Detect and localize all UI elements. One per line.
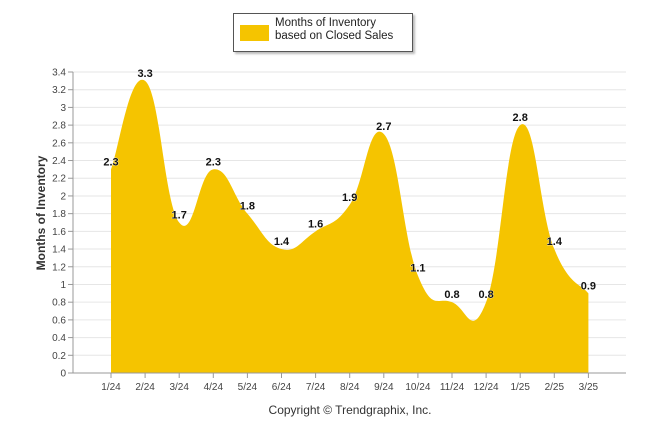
series-area xyxy=(111,79,589,373)
legend-label: Months of Inventory based on Closed Sale… xyxy=(275,17,394,42)
y-axis-ticks: 0 0.2 0.4 0.6 0.8 1 1.2 1.4 1.6 1.8 2 2.2 2.4 2.6 2.8 3… xyxy=(52,68,74,380)
data-label: 1.1 xyxy=(410,263,425,275)
legend: Months of Inventory based on Closed Sale… xyxy=(233,13,413,52)
data-label: 0.9 xyxy=(581,280,596,292)
y-tick-label: 2.8 xyxy=(52,121,66,132)
x-tick-label: 2/25 xyxy=(545,382,565,393)
data-label: 0.8 xyxy=(444,289,459,301)
y-tick-label: 1.2 xyxy=(52,262,66,273)
copyright-text: Copyright © Trendgraphix, Inc. xyxy=(268,403,432,417)
y-tick-label: 0.8 xyxy=(52,298,66,309)
y-tick-label: 3 xyxy=(60,103,66,114)
data-label: 1.4 xyxy=(547,236,563,248)
y-tick-label: 3.2 xyxy=(52,85,66,96)
x-tick-label: 2/24 xyxy=(135,382,155,393)
data-label: 1.7 xyxy=(172,210,187,222)
data-label: 3.3 xyxy=(137,68,152,80)
data-label: 0.8 xyxy=(478,289,493,301)
y-tick-label: 0.6 xyxy=(52,315,66,326)
y-tick-label: 3.4 xyxy=(52,68,66,79)
y-tick-label: 2.6 xyxy=(52,138,66,149)
data-label: 2.3 xyxy=(103,156,118,168)
data-labels: 2.3 3.3 1.7 2.3 1.8 1.4 1.6 1.9 2.7 1.1 0.8 0.8 2.8 1… xyxy=(103,68,596,302)
x-tick-label: 11/24 xyxy=(440,382,465,393)
x-tick-label: 4/24 xyxy=(204,382,224,393)
x-tick-label: 7/24 xyxy=(306,382,326,393)
x-tick-label: 3/24 xyxy=(169,382,189,393)
data-label: 2.7 xyxy=(376,121,391,133)
y-tick-label: 1.4 xyxy=(52,245,66,256)
y-tick-label: 2.2 xyxy=(52,174,66,185)
x-tick-label: 8/24 xyxy=(340,382,360,393)
data-label: 1.4 xyxy=(274,236,290,248)
y-tick-label: 0 xyxy=(60,369,66,380)
x-axis-ticks: 1/24 2/24 3/24 4/24 5/24 6/24 7/24 8/24 9/24 10/2… xyxy=(101,373,599,393)
y-tick-label: 2 xyxy=(60,191,66,202)
y-tick-label: 2.4 xyxy=(52,156,66,167)
x-tick-label: 6/24 xyxy=(272,382,292,393)
data-label: 2.3 xyxy=(206,156,221,168)
y-tick-label: 1.6 xyxy=(52,227,66,238)
x-tick-label: 12/24 xyxy=(474,382,499,393)
legend-swatch xyxy=(240,25,269,41)
y-axis-title: Months of Inventory xyxy=(34,155,48,271)
x-tick-label: 5/24 xyxy=(238,382,258,393)
y-tick-label: 0.2 xyxy=(52,351,66,362)
x-tick-label: 1/24 xyxy=(101,382,121,393)
y-tick-label: 1.8 xyxy=(52,209,66,220)
data-label: 1.8 xyxy=(240,201,255,213)
x-tick-label: 10/24 xyxy=(405,382,430,393)
data-label: 2.8 xyxy=(513,112,528,124)
x-tick-label: 9/24 xyxy=(374,382,394,393)
x-tick-label: 3/25 xyxy=(579,382,599,393)
data-label: 1.6 xyxy=(308,218,323,230)
y-tick-label: 1 xyxy=(60,280,66,291)
x-tick-label: 1/25 xyxy=(510,382,530,393)
y-tick-label: 0.4 xyxy=(52,333,66,344)
data-label: 1.9 xyxy=(342,192,357,204)
series-area-path xyxy=(111,79,589,373)
